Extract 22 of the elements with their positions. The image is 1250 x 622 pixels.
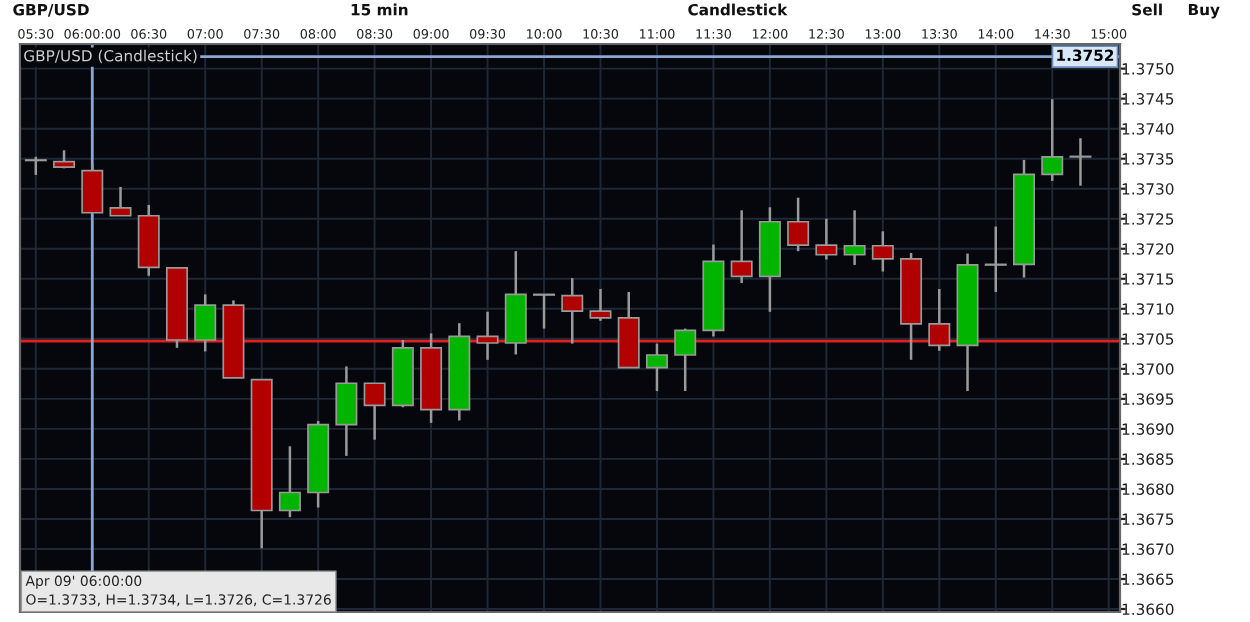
candlestick	[589, 287, 612, 323]
candlestick	[984, 225, 1007, 294]
candlestick	[928, 287, 951, 353]
candlestick	[787, 196, 810, 253]
candlestick	[533, 293, 556, 330]
candlestick	[843, 209, 866, 267]
candlestick	[109, 185, 132, 217]
candlestick	[645, 342, 668, 393]
candlestick	[1069, 137, 1092, 187]
candlestick	[335, 365, 358, 458]
candlestick	[674, 327, 697, 393]
candlestick	[871, 230, 894, 273]
candlestick	[1041, 97, 1064, 183]
candlestick	[194, 293, 217, 353]
candlestick	[815, 217, 838, 261]
candlestick	[561, 276, 584, 345]
candlestick	[476, 310, 499, 362]
candlestick	[278, 445, 301, 519]
candlestick	[81, 163, 104, 214]
candlestick	[730, 209, 753, 285]
candlestick	[363, 381, 386, 441]
candlestick	[24, 155, 47, 177]
